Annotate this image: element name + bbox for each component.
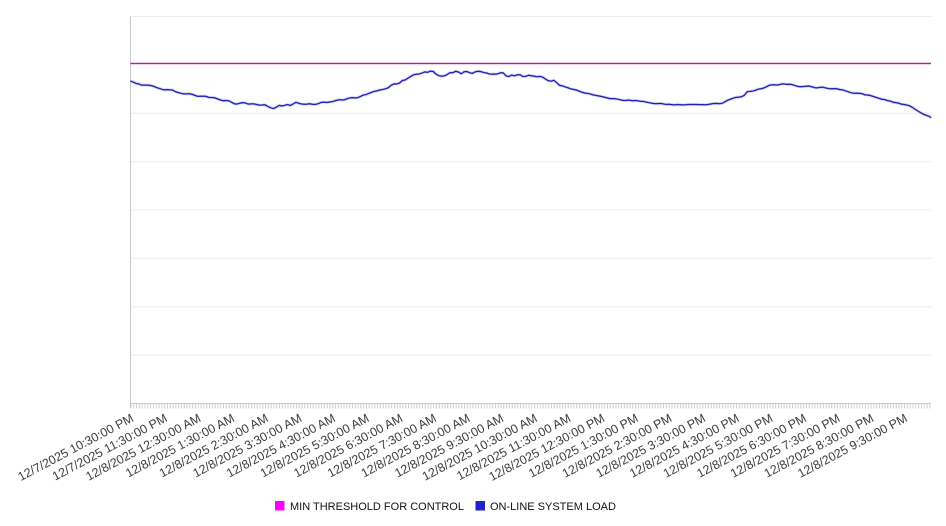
svg-text:ON-LINE SYSTEM LOAD: ON-LINE SYSTEM LOAD: [490, 501, 616, 513]
svg-text:MIN THRESHOLD FOR CONTROL: MIN THRESHOLD FOR CONTROL: [290, 501, 464, 513]
